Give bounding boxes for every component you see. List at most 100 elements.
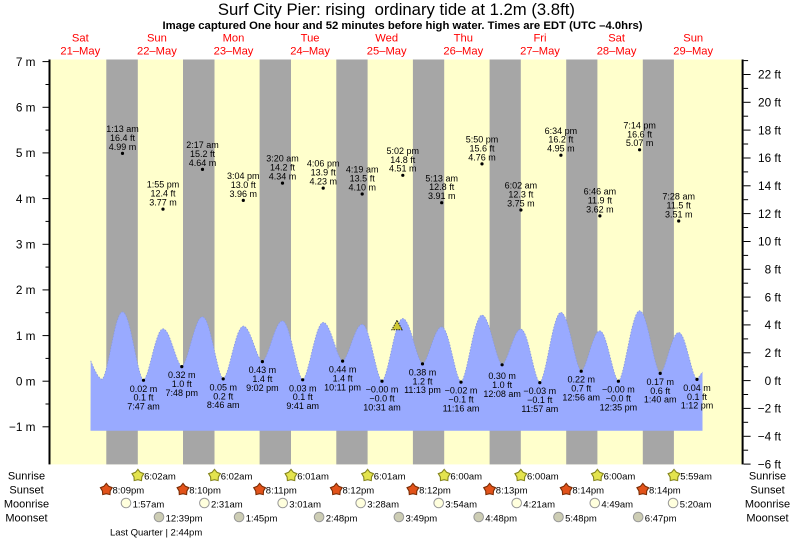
svg-text:6:34 pm: 6:34 pm xyxy=(545,126,578,136)
svg-text:5:59am: 5:59am xyxy=(680,471,712,482)
svg-text:6 ft: 6 ft xyxy=(765,290,782,304)
svg-text:Moonset: Moonset xyxy=(5,513,47,525)
svg-text:0.1 ft: 0.1 ft xyxy=(293,392,314,402)
svg-text:3 m: 3 m xyxy=(16,237,36,251)
svg-text:Thu: Thu xyxy=(454,33,473,45)
svg-text:4:48pm: 4:48pm xyxy=(485,514,517,525)
svg-text:10:11 pm: 10:11 pm xyxy=(324,382,361,392)
svg-text:1:55 pm: 1:55 pm xyxy=(147,180,180,190)
svg-text:13.9 ft: 13.9 ft xyxy=(311,168,337,178)
svg-text:1.0 ft: 1.0 ft xyxy=(172,379,193,389)
svg-text:2 ft: 2 ft xyxy=(765,346,782,360)
svg-text:6:01am: 6:01am xyxy=(297,471,329,482)
svg-text:1 m: 1 m xyxy=(16,329,36,343)
svg-text:11:13 pm: 11:13 pm xyxy=(404,385,441,395)
svg-text:22–May: 22–May xyxy=(137,46,177,58)
svg-text:0.22 m: 0.22 m xyxy=(567,375,595,385)
svg-text:28–May: 28–May xyxy=(597,46,637,58)
svg-text:3.75 m: 3.75 m xyxy=(507,198,535,208)
svg-text:4:19 am: 4:19 am xyxy=(346,165,379,175)
svg-text:24–May: 24–May xyxy=(290,46,330,58)
svg-text:3.51 m: 3.51 m xyxy=(665,209,693,219)
svg-text:8 ft: 8 ft xyxy=(765,263,782,277)
svg-text:3:01am: 3:01am xyxy=(289,500,321,511)
svg-text:−1 m: −1 m xyxy=(9,420,36,434)
svg-text:3.91 m: 3.91 m xyxy=(428,191,456,201)
svg-text:−6 ft: −6 ft xyxy=(758,457,782,471)
svg-text:4.10 m: 4.10 m xyxy=(348,182,376,192)
svg-text:4.23 m: 4.23 m xyxy=(309,177,337,187)
svg-text:12:39pm: 12:39pm xyxy=(166,514,203,525)
svg-text:Tue: Tue xyxy=(301,33,320,45)
svg-text:5:13 am: 5:13 am xyxy=(425,173,458,183)
svg-text:8:10pm: 8:10pm xyxy=(189,485,221,496)
svg-text:21–May: 21–May xyxy=(60,46,100,58)
svg-text:0.02 m: 0.02 m xyxy=(130,384,158,394)
svg-text:−4 ft: −4 ft xyxy=(758,430,782,444)
svg-text:6:46 am: 6:46 am xyxy=(584,187,617,197)
svg-text:Sun: Sun xyxy=(683,33,703,45)
svg-text:−0.02 m: −0.02 m xyxy=(445,386,478,396)
svg-text:3:49pm: 3:49pm xyxy=(406,514,438,525)
svg-text:1:45pm: 1:45pm xyxy=(246,514,278,525)
svg-text:4.99 m: 4.99 m xyxy=(109,142,137,152)
svg-text:Sunset: Sunset xyxy=(9,484,43,496)
svg-text:10 ft: 10 ft xyxy=(758,235,782,249)
svg-text:0.38 m: 0.38 m xyxy=(409,367,437,377)
svg-text:6:00am: 6:00am xyxy=(604,471,636,482)
svg-text:2:17 am: 2:17 am xyxy=(186,140,219,150)
svg-text:12.3 ft: 12.3 ft xyxy=(508,190,534,200)
svg-text:−2 ft: −2 ft xyxy=(758,402,782,416)
svg-text:−0.0 ft: −0.0 ft xyxy=(369,394,395,404)
svg-text:4.76 m: 4.76 m xyxy=(468,152,496,162)
svg-text:−0.00 m: −0.00 m xyxy=(602,385,635,395)
svg-text:0.30 m: 0.30 m xyxy=(488,371,516,381)
svg-text:5.07 m: 5.07 m xyxy=(626,138,654,148)
svg-text:3:20 am: 3:20 am xyxy=(266,154,299,164)
svg-text:8:11pm: 8:11pm xyxy=(266,485,297,496)
svg-text:11:57 am: 11:57 am xyxy=(521,404,558,414)
svg-text:10:31 am: 10:31 am xyxy=(363,403,401,413)
svg-text:4.64 m: 4.64 m xyxy=(189,158,217,168)
svg-text:3.62 m: 3.62 m xyxy=(586,204,614,214)
svg-text:0.6 ft: 0.6 ft xyxy=(650,386,671,396)
svg-text:7:28 am: 7:28 am xyxy=(662,192,695,202)
svg-text:4 m: 4 m xyxy=(16,192,36,206)
svg-text:Fri: Fri xyxy=(533,33,546,45)
svg-text:3.96 m: 3.96 m xyxy=(230,189,258,199)
svg-text:0 m: 0 m xyxy=(16,374,36,388)
svg-text:Surf City Pier: rising ordina: Surf City Pier: rising ordinary tide at … xyxy=(218,0,575,19)
svg-text:12:35 pm: 12:35 pm xyxy=(600,403,638,413)
svg-text:8:14pm: 8:14pm xyxy=(572,485,604,496)
svg-text:0 ft: 0 ft xyxy=(765,374,782,388)
svg-text:2:31am: 2:31am xyxy=(211,500,243,511)
svg-text:1:57am: 1:57am xyxy=(133,500,165,511)
svg-text:1.2 ft: 1.2 ft xyxy=(412,376,433,386)
svg-text:0.04 m: 0.04 m xyxy=(683,383,711,393)
svg-text:9:41 am: 9:41 am xyxy=(286,401,319,411)
svg-text:1:12 pm: 1:12 pm xyxy=(681,401,714,411)
svg-text:4.95 m: 4.95 m xyxy=(547,144,575,154)
svg-text:12 ft: 12 ft xyxy=(758,207,782,221)
svg-text:4:49am: 4:49am xyxy=(601,500,633,511)
svg-text:Moonset: Moonset xyxy=(746,513,788,525)
svg-text:4.34 m: 4.34 m xyxy=(269,172,297,182)
svg-text:1.4 ft: 1.4 ft xyxy=(252,374,273,384)
svg-text:−0.0 ft: −0.0 ft xyxy=(606,394,632,404)
svg-text:0.7 ft: 0.7 ft xyxy=(571,384,592,394)
svg-text:Sunrise: Sunrise xyxy=(749,470,786,482)
svg-text:0.1 ft: 0.1 ft xyxy=(687,392,708,402)
svg-text:Mon: Mon xyxy=(223,33,245,45)
svg-text:4.51 m: 4.51 m xyxy=(389,164,417,174)
svg-text:−0.00 m: −0.00 m xyxy=(366,385,399,395)
svg-text:1:40 am: 1:40 am xyxy=(644,395,677,405)
svg-text:5:50 pm: 5:50 pm xyxy=(466,135,499,145)
svg-text:0.43 m: 0.43 m xyxy=(249,365,277,375)
svg-text:Moonrise: Moonrise xyxy=(745,499,790,511)
svg-text:2 m: 2 m xyxy=(16,283,36,297)
svg-text:4:21am: 4:21am xyxy=(523,500,555,511)
svg-text:16.6 ft: 16.6 ft xyxy=(627,129,653,139)
svg-text:5:48pm: 5:48pm xyxy=(565,514,597,525)
svg-text:7:47 am: 7:47 am xyxy=(127,402,160,412)
svg-text:6:00am: 6:00am xyxy=(527,471,559,482)
